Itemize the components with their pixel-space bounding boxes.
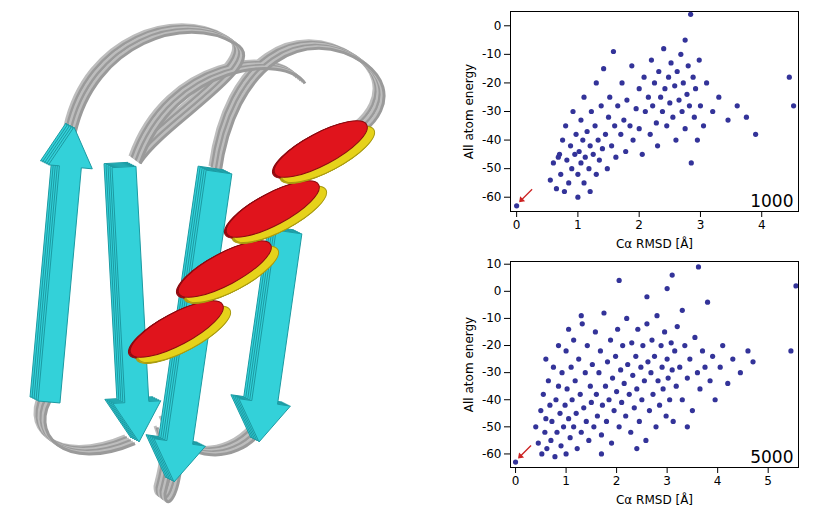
svg-text:3: 3 xyxy=(663,474,671,488)
svg-text:-10: -10 xyxy=(482,47,502,61)
svg-text:0: 0 xyxy=(494,19,502,33)
svg-text:0: 0 xyxy=(494,284,502,298)
svg-text:4: 4 xyxy=(758,218,766,232)
svg-text:-20: -20 xyxy=(482,338,502,352)
svg-text:-40: -40 xyxy=(482,393,502,407)
svg-text:1: 1 xyxy=(574,218,582,232)
svg-text:-10: -10 xyxy=(482,311,502,325)
svg-text:-60: -60 xyxy=(482,190,502,204)
svg-text:1: 1 xyxy=(562,474,570,488)
svg-text:0: 0 xyxy=(513,218,521,232)
svg-text:2: 2 xyxy=(613,474,621,488)
svg-text:1000: 1000 xyxy=(750,191,793,211)
svg-text:-50: -50 xyxy=(482,161,502,175)
svg-text:All atom energy: All atom energy xyxy=(462,317,476,412)
svg-text:-40: -40 xyxy=(482,133,502,147)
svg-text:All atom energy: All atom energy xyxy=(462,64,476,159)
svg-text:0: 0 xyxy=(512,474,520,488)
svg-text:Cα RMSD [Å]: Cα RMSD [Å] xyxy=(616,236,693,251)
svg-text:-60: -60 xyxy=(482,447,502,461)
svg-text:-30: -30 xyxy=(482,104,502,118)
svg-text:10: 10 xyxy=(486,257,501,271)
svg-text:Cα RMSD [Å]: Cα RMSD [Å] xyxy=(616,492,693,507)
svg-text:-20: -20 xyxy=(482,76,502,90)
svg-text:5: 5 xyxy=(764,474,772,488)
svg-text:3: 3 xyxy=(697,218,705,232)
svg-text:-30: -30 xyxy=(482,365,502,379)
svg-text:5000: 5000 xyxy=(750,447,793,467)
svg-text:-50: -50 xyxy=(482,420,502,434)
svg-text:2: 2 xyxy=(635,218,643,232)
svg-text:4: 4 xyxy=(714,474,722,488)
